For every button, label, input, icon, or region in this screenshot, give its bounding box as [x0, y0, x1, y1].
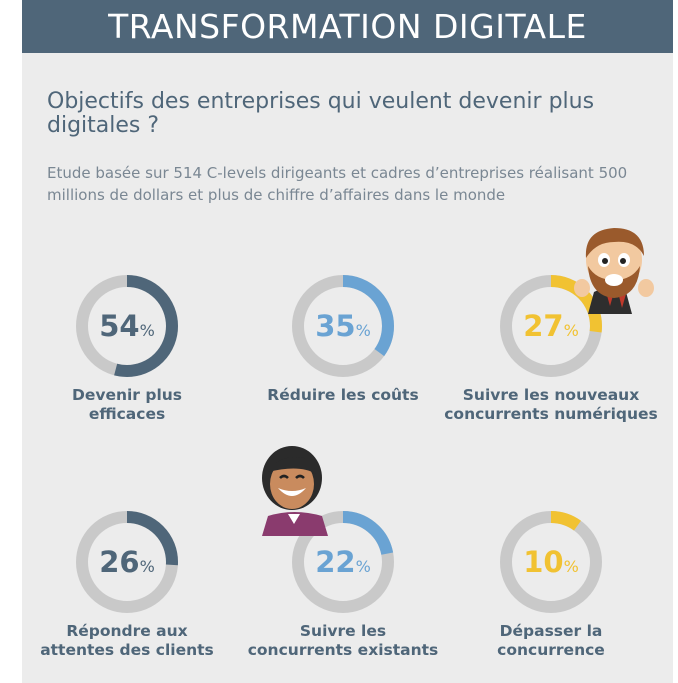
donut-category-label-line: Répondre aux [66, 622, 188, 640]
donut-value-label: 54% [99, 309, 155, 343]
question-heading: Objectifs des entreprises qui veulent de… [47, 89, 595, 138]
donut-value-label: 10% [523, 545, 579, 579]
donut-item: 22% Suivre les concurrents existants [228, 508, 458, 660]
donut-arc [76, 275, 178, 377]
donut-ring: 35% [292, 275, 394, 377]
donut-item: 26% Répondre aux attentes des clients [12, 508, 242, 660]
donut-value-label: 22% [315, 545, 371, 579]
donut-category-label-line: Réduire les coûts [267, 386, 419, 404]
donut-ring: 26% [76, 511, 178, 613]
content-panel [22, 0, 673, 683]
donut-category-label: Devenir plus efficaces [12, 386, 242, 424]
donut-item: 35% Réduire les coûts [228, 272, 458, 405]
donut-ring: 27% [500, 275, 602, 377]
donut-category-label: Suivre les concurrents existants [228, 622, 458, 660]
donut-category-label-line: Suivre les [299, 622, 387, 640]
donut-category-label: Suivre les nouveaux concurrents numérique… [436, 386, 666, 424]
donut-category-label-line: Dépasser la [499, 622, 603, 640]
donut-value-label: 26% [99, 545, 155, 579]
donut-ring: 10% [500, 511, 602, 613]
donut-category-label: Réduire les coûts [228, 386, 458, 405]
donut-arc [500, 511, 602, 613]
donut-arc [500, 275, 602, 377]
donut-category-label-line: Suivre les nouveaux [462, 386, 640, 404]
donut-category-label-line: attentes des clients [40, 641, 214, 659]
donut-category-label-line: concurrents numériques [444, 405, 658, 423]
page-title: TRANSFORMATION DIGITALE [108, 7, 587, 46]
donut-ring: 54% [76, 275, 178, 377]
donut-category-label-line: efficaces [88, 405, 166, 423]
woman-character-illustration [262, 446, 328, 536]
donut-category-label-line: concurrence [497, 641, 605, 659]
title-banner: TRANSFORMATION DIGITALE [22, 0, 673, 53]
donut-arc [292, 275, 394, 377]
donut-item: 54% Devenir plus efficaces [12, 272, 242, 424]
donut-item: 10% Dépasser la concurrence [436, 508, 666, 660]
donut-arc [292, 511, 394, 613]
donut-ring: 22% [292, 511, 394, 613]
donut-category-label: Répondre aux attentes des clients [12, 622, 242, 660]
donut-category-label-line: Devenir plus [71, 386, 183, 404]
donut-category-label: Dépasser la concurrence [436, 622, 666, 660]
man-character-illustration [574, 228, 654, 314]
study-description: Etude basée sur 514 C-levels dirigeants … [47, 164, 628, 204]
donut-value-label: 35% [315, 309, 371, 343]
donut-arc [76, 511, 178, 613]
donut-value-label: 27% [523, 309, 579, 343]
donut-item: 27% Suivre les nouveaux concurrents numéri… [436, 272, 666, 424]
donut-category-label-line: concurrents existants [247, 641, 439, 659]
